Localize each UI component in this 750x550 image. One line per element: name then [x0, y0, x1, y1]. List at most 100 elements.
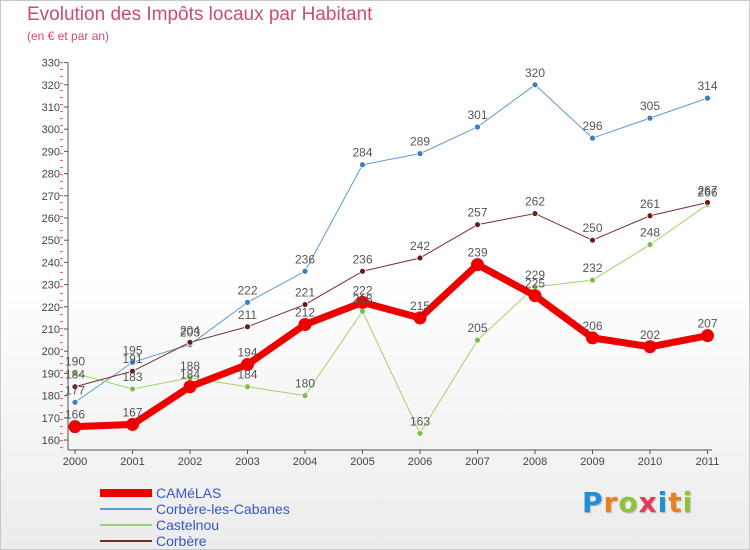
data-label: 320 — [525, 66, 545, 80]
line-chart: 160 170 180 190 200 210 220 230 240 250 260 270 280 2… — [42, 58, 720, 468]
y-tick-label: 160 — [42, 435, 60, 447]
data-label: 191 — [122, 352, 142, 366]
legend-item: CAMéLAS — [100, 485, 400, 501]
y-tick-label: 200 — [42, 346, 60, 358]
data-point — [471, 258, 484, 272]
data-point — [589, 134, 596, 142]
data-label: 262 — [525, 195, 545, 209]
data-point — [298, 318, 312, 332]
series-castelnou — [71, 201, 711, 437]
data-point — [241, 358, 254, 372]
y-tick-label: 190 — [42, 368, 60, 380]
data-label: 229 — [525, 268, 545, 282]
data-point — [301, 392, 309, 400]
y-tick-label: 290 — [42, 146, 60, 158]
data-point — [704, 94, 711, 102]
series-line — [74, 204, 708, 434]
data-label: 205 — [467, 321, 487, 335]
data-point — [244, 298, 251, 306]
data-point — [129, 358, 136, 366]
data-point — [646, 241, 654, 249]
data-point — [71, 383, 79, 391]
legend-label: Corbère-les-Cabanes — [156, 501, 290, 517]
data-point — [186, 338, 194, 346]
legend-swatch — [100, 508, 152, 510]
logo-letter: i — [682, 486, 694, 519]
series-cam-las — [68, 258, 714, 434]
data-label: 215 — [410, 299, 430, 313]
data-label: 301 — [467, 108, 487, 122]
data-point — [68, 420, 82, 434]
legend-item: Corbère-les-Cabanes — [100, 501, 400, 517]
data-label: 206 — [582, 319, 602, 333]
data-point — [413, 311, 427, 325]
data-label: 163 — [410, 414, 430, 428]
data-label: 221 — [295, 286, 315, 300]
legend-label: Castelnou — [156, 517, 220, 533]
data-point — [356, 295, 369, 309]
data-label: 180 — [295, 377, 315, 391]
x-tick-label: 2004 — [293, 456, 317, 468]
data-point — [646, 114, 654, 122]
legend-item: Corbère — [100, 533, 400, 549]
data-point — [416, 429, 424, 437]
data-label: 222 — [237, 283, 257, 297]
x-tick-label: 2006 — [408, 456, 432, 468]
data-label: 204 — [180, 323, 200, 337]
data-label: 284 — [352, 146, 372, 160]
data-label: 314 — [697, 79, 717, 93]
data-label: 194 — [237, 346, 257, 360]
legend-swatch — [100, 540, 152, 542]
data-label: 261 — [640, 197, 660, 211]
x-tick-label: 2009 — [580, 456, 604, 468]
data-label: 242 — [410, 239, 430, 253]
y-tick-label: 270 — [42, 191, 60, 203]
y-tick-label: 320 — [42, 80, 60, 92]
series-layer — [68, 81, 714, 437]
y-tick-label: 280 — [42, 169, 60, 181]
series-corb-re — [71, 199, 711, 391]
data-point — [589, 276, 596, 284]
y-tick-label: 300 — [42, 124, 60, 136]
x-tick-label: 2010 — [638, 456, 662, 468]
chart-axes: 160 170 180 190 200 210 220 230 240 250 260 270 280 2… — [42, 58, 720, 468]
series-line — [74, 84, 708, 403]
legend-label: Corbère — [156, 533, 207, 549]
data-label: 184 — [237, 368, 257, 382]
data-labels-layer: 1771952032222362842893013202963053141901… — [65, 66, 718, 429]
data-point — [359, 161, 366, 169]
data-label: 222 — [352, 283, 372, 297]
logo-letter: x — [638, 486, 658, 519]
data-label: 188 — [180, 359, 200, 373]
data-point — [643, 340, 657, 354]
data-label: 239 — [467, 246, 487, 260]
data-label: 266 — [697, 186, 717, 200]
proxiti-logo: Proxiti — [582, 486, 693, 519]
legend-item: Castelnou — [100, 517, 400, 533]
data-point — [531, 210, 539, 217]
x-tick-label: 2008 — [523, 456, 547, 468]
x-tick-label: 2001 — [120, 456, 144, 468]
data-label: 166 — [65, 408, 85, 422]
data-point — [71, 369, 79, 377]
data-point — [129, 367, 136, 375]
data-label: 212 — [295, 306, 315, 320]
legend-swatch — [100, 489, 152, 497]
y-tick-label: 310 — [42, 102, 60, 114]
x-tick-label: 2003 — [235, 456, 259, 468]
legend-swatch — [100, 524, 152, 526]
chart-subtitle: (en € et par an) — [27, 29, 110, 43]
logo-letter: i — [657, 486, 669, 519]
logo-letter: t — [668, 486, 683, 519]
logo-letter: r — [603, 486, 619, 519]
logo-letter: P — [582, 486, 604, 519]
series-line — [74, 201, 708, 388]
data-point — [129, 385, 136, 393]
data-point — [586, 331, 599, 345]
data-label: 267 — [697, 183, 717, 197]
data-point — [71, 398, 79, 406]
data-point — [359, 267, 366, 275]
data-label: 184 — [180, 368, 200, 382]
data-label: 236 — [352, 252, 372, 266]
